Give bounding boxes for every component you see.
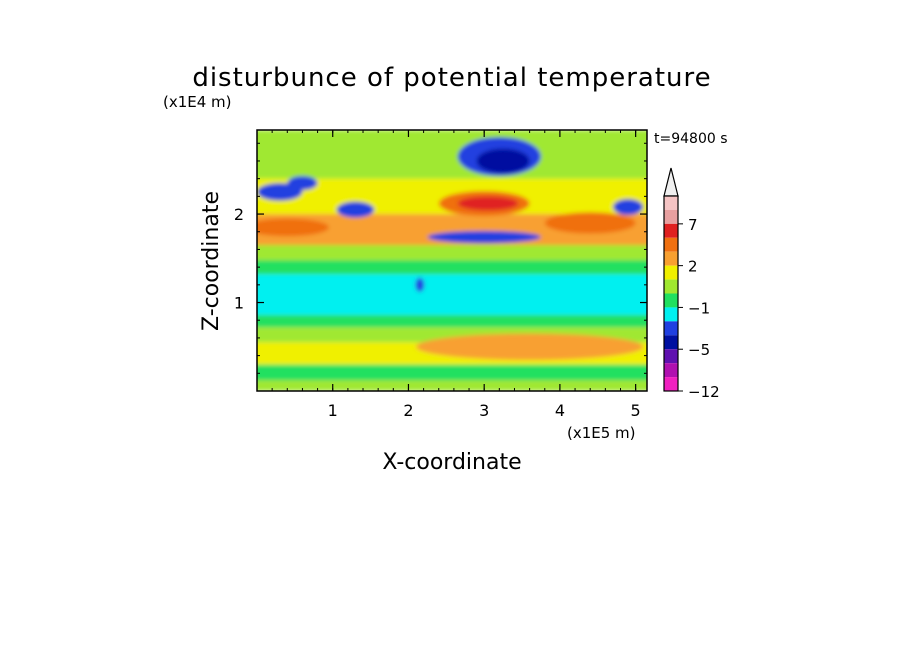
colorbar-label: −5 — [688, 341, 710, 359]
contour-band — [257, 130, 647, 179]
x-tick-label: 3 — [479, 401, 489, 420]
contour-field — [257, 130, 647, 391]
x-tick-label: 5 — [631, 401, 641, 420]
contour-blob — [416, 333, 644, 361]
y-unit-label: (x1E4 m) — [163, 93, 232, 111]
contour-band — [257, 245, 647, 261]
colorbar-swatch — [664, 237, 678, 252]
contour-blob — [476, 148, 530, 174]
y-tick-label: 2 — [234, 205, 244, 224]
colorbar-label: 7 — [688, 216, 698, 234]
colorbar-swatch — [664, 209, 678, 224]
y-axis: 12 — [234, 142, 647, 374]
colorbar-swatch — [664, 265, 678, 280]
colorbar-label: −12 — [688, 383, 720, 401]
x-axis: 1 2 3 4 5 — [271, 130, 641, 420]
contour-band — [257, 380, 647, 391]
colorbar-swatch — [664, 321, 678, 336]
contour-blob — [457, 196, 519, 211]
colorbar-swatch — [664, 223, 678, 238]
contour-blob — [287, 176, 318, 191]
x-tick-label: 2 — [403, 401, 413, 420]
contour-blob — [257, 218, 329, 237]
contour-band — [257, 260, 647, 275]
colorbar: 7 2 −1 −5 −12 — [663, 167, 720, 401]
x-tick-label: 4 — [555, 401, 565, 420]
contour-blob — [336, 201, 375, 218]
colorbar-frame — [663, 195, 679, 392]
colorbar-swatch — [664, 363, 678, 378]
colorbar-swatch — [664, 279, 678, 294]
colorbar-label: −1 — [688, 299, 710, 317]
colorbar-label: 2 — [688, 258, 698, 276]
colorbar-swatch — [664, 251, 678, 266]
colorbar-swatch — [664, 349, 678, 364]
contour-blob — [612, 199, 644, 215]
contour-blob — [415, 277, 425, 292]
x-axis-title: X-coordinate — [382, 450, 521, 475]
time-label: t=94800 s — [654, 131, 728, 147]
plot-frame — [256, 129, 648, 392]
contour-blob — [427, 230, 541, 244]
contour-blob — [544, 212, 636, 234]
x-unit-label: (x1E5 m) — [567, 424, 636, 442]
colorbar-swatch — [664, 307, 678, 322]
y-axis-title: Z-coordinate — [199, 191, 224, 331]
colorbar-swatch — [664, 293, 678, 308]
x-tick-label: 1 — [328, 401, 338, 420]
chart-title: disturbunce of potential temperature — [192, 63, 711, 93]
colorbar-swatch — [664, 196, 678, 210]
contour-band — [257, 364, 647, 381]
y-tick-label: 1 — [234, 294, 244, 313]
contour-band — [257, 274, 647, 315]
colorbar-swatch — [664, 335, 678, 350]
colorbar-swatch — [664, 377, 678, 391]
contour-band — [257, 314, 647, 328]
colorbar-arrow — [663, 167, 679, 197]
